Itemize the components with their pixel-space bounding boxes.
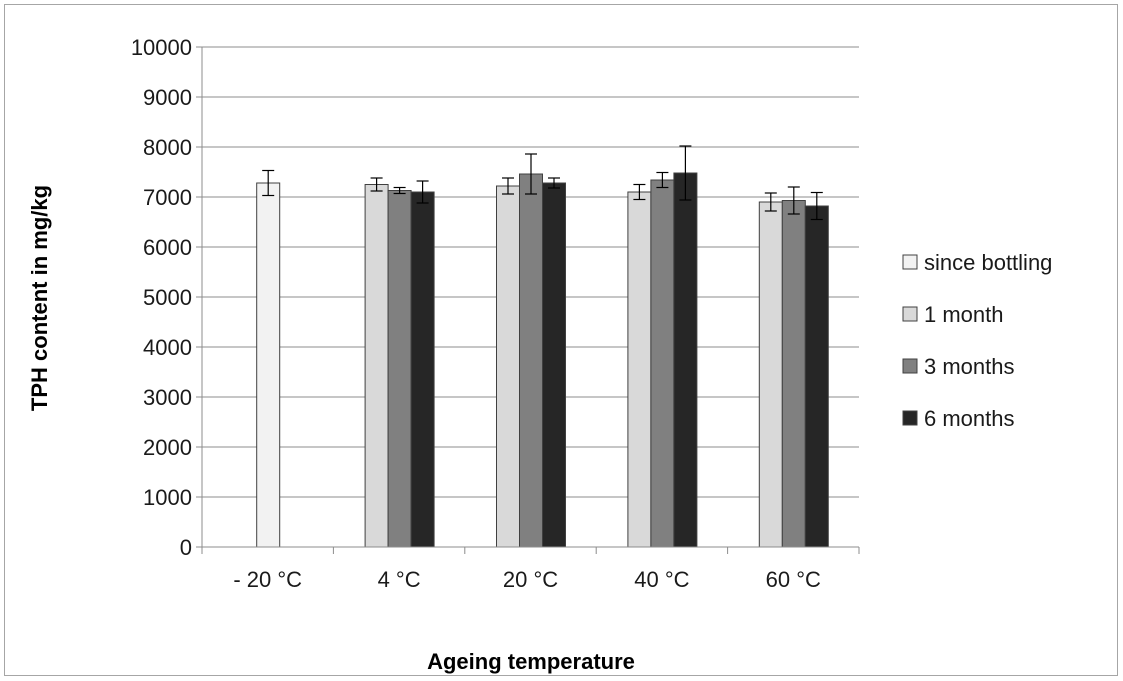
- y-tick-label: 7000: [143, 185, 192, 210]
- legend-swatch: [902, 410, 918, 426]
- bar-3-months: [650, 179, 675, 548]
- x-tick-label: - 20 °C: [233, 567, 302, 592]
- y-tick-label: 3000: [143, 385, 192, 410]
- bar-3-months: [781, 200, 806, 548]
- y-tick-label: 4000: [143, 335, 192, 360]
- y-tick-labels: 0 1000 2000 3000 4000 5000 6000 7000 8000 9000 100…: [131, 35, 192, 560]
- bar-1-month: [627, 191, 652, 548]
- bar-6-months: [410, 191, 435, 548]
- y-tick-label: 10000: [131, 35, 192, 60]
- bar-3-months: [519, 173, 543, 548]
- y-tick-label: 0: [180, 535, 192, 560]
- bar-6-months: [804, 205, 829, 548]
- legend-label: since bottling: [924, 250, 1052, 275]
- x-tick-label: 40 °C: [634, 567, 689, 592]
- x-axis-title: Ageing temperature: [427, 649, 635, 674]
- x-tick-label: 4 °C: [378, 567, 421, 592]
- legend-label: 6 months: [924, 406, 1015, 431]
- y-tick-label: 6000: [143, 235, 192, 260]
- x-tick-label: 20 °C: [503, 567, 558, 592]
- legend-label: 1 month: [924, 302, 1004, 327]
- y-tick-label: 9000: [143, 85, 192, 110]
- bar-3-months: [387, 190, 412, 548]
- chart-frame: 0 1000 2000 3000 4000 5000 6000 7000 8000 9000 100…: [4, 4, 1118, 676]
- error-bars: [262, 145, 823, 221]
- legend-label: 3 months: [924, 354, 1015, 379]
- x-tick-labels: - 20 °C 4 °C 20 °C 40 °C 60 °C: [233, 567, 821, 592]
- bar-6-months: [673, 172, 698, 548]
- x-tick-label: 60 °C: [766, 567, 821, 592]
- legend-swatch: [902, 254, 918, 270]
- y-tick-label: 5000: [143, 285, 192, 310]
- y-tick-label: 1000: [143, 485, 192, 510]
- bar-since-bottling: [256, 182, 281, 548]
- legend-swatch: [902, 358, 918, 374]
- bar-1-month: [758, 201, 783, 548]
- bars: [256, 172, 829, 548]
- axes: [196, 46, 860, 554]
- bar-1-month: [496, 185, 520, 548]
- bar-chart: 0 1000 2000 3000 4000 5000 6000 7000 8000 9000 100…: [27, 35, 1052, 674]
- y-tick-label: 2000: [143, 435, 192, 460]
- y-axis-title: TPH content in mg/kg: [27, 185, 52, 411]
- bar-1-month: [364, 184, 389, 548]
- legend-swatch: [902, 306, 918, 322]
- bar-6-months: [542, 182, 566, 548]
- y-tick-label: 8000: [143, 135, 192, 160]
- legend: since bottling 1 month 3 months 6 months: [902, 250, 1052, 431]
